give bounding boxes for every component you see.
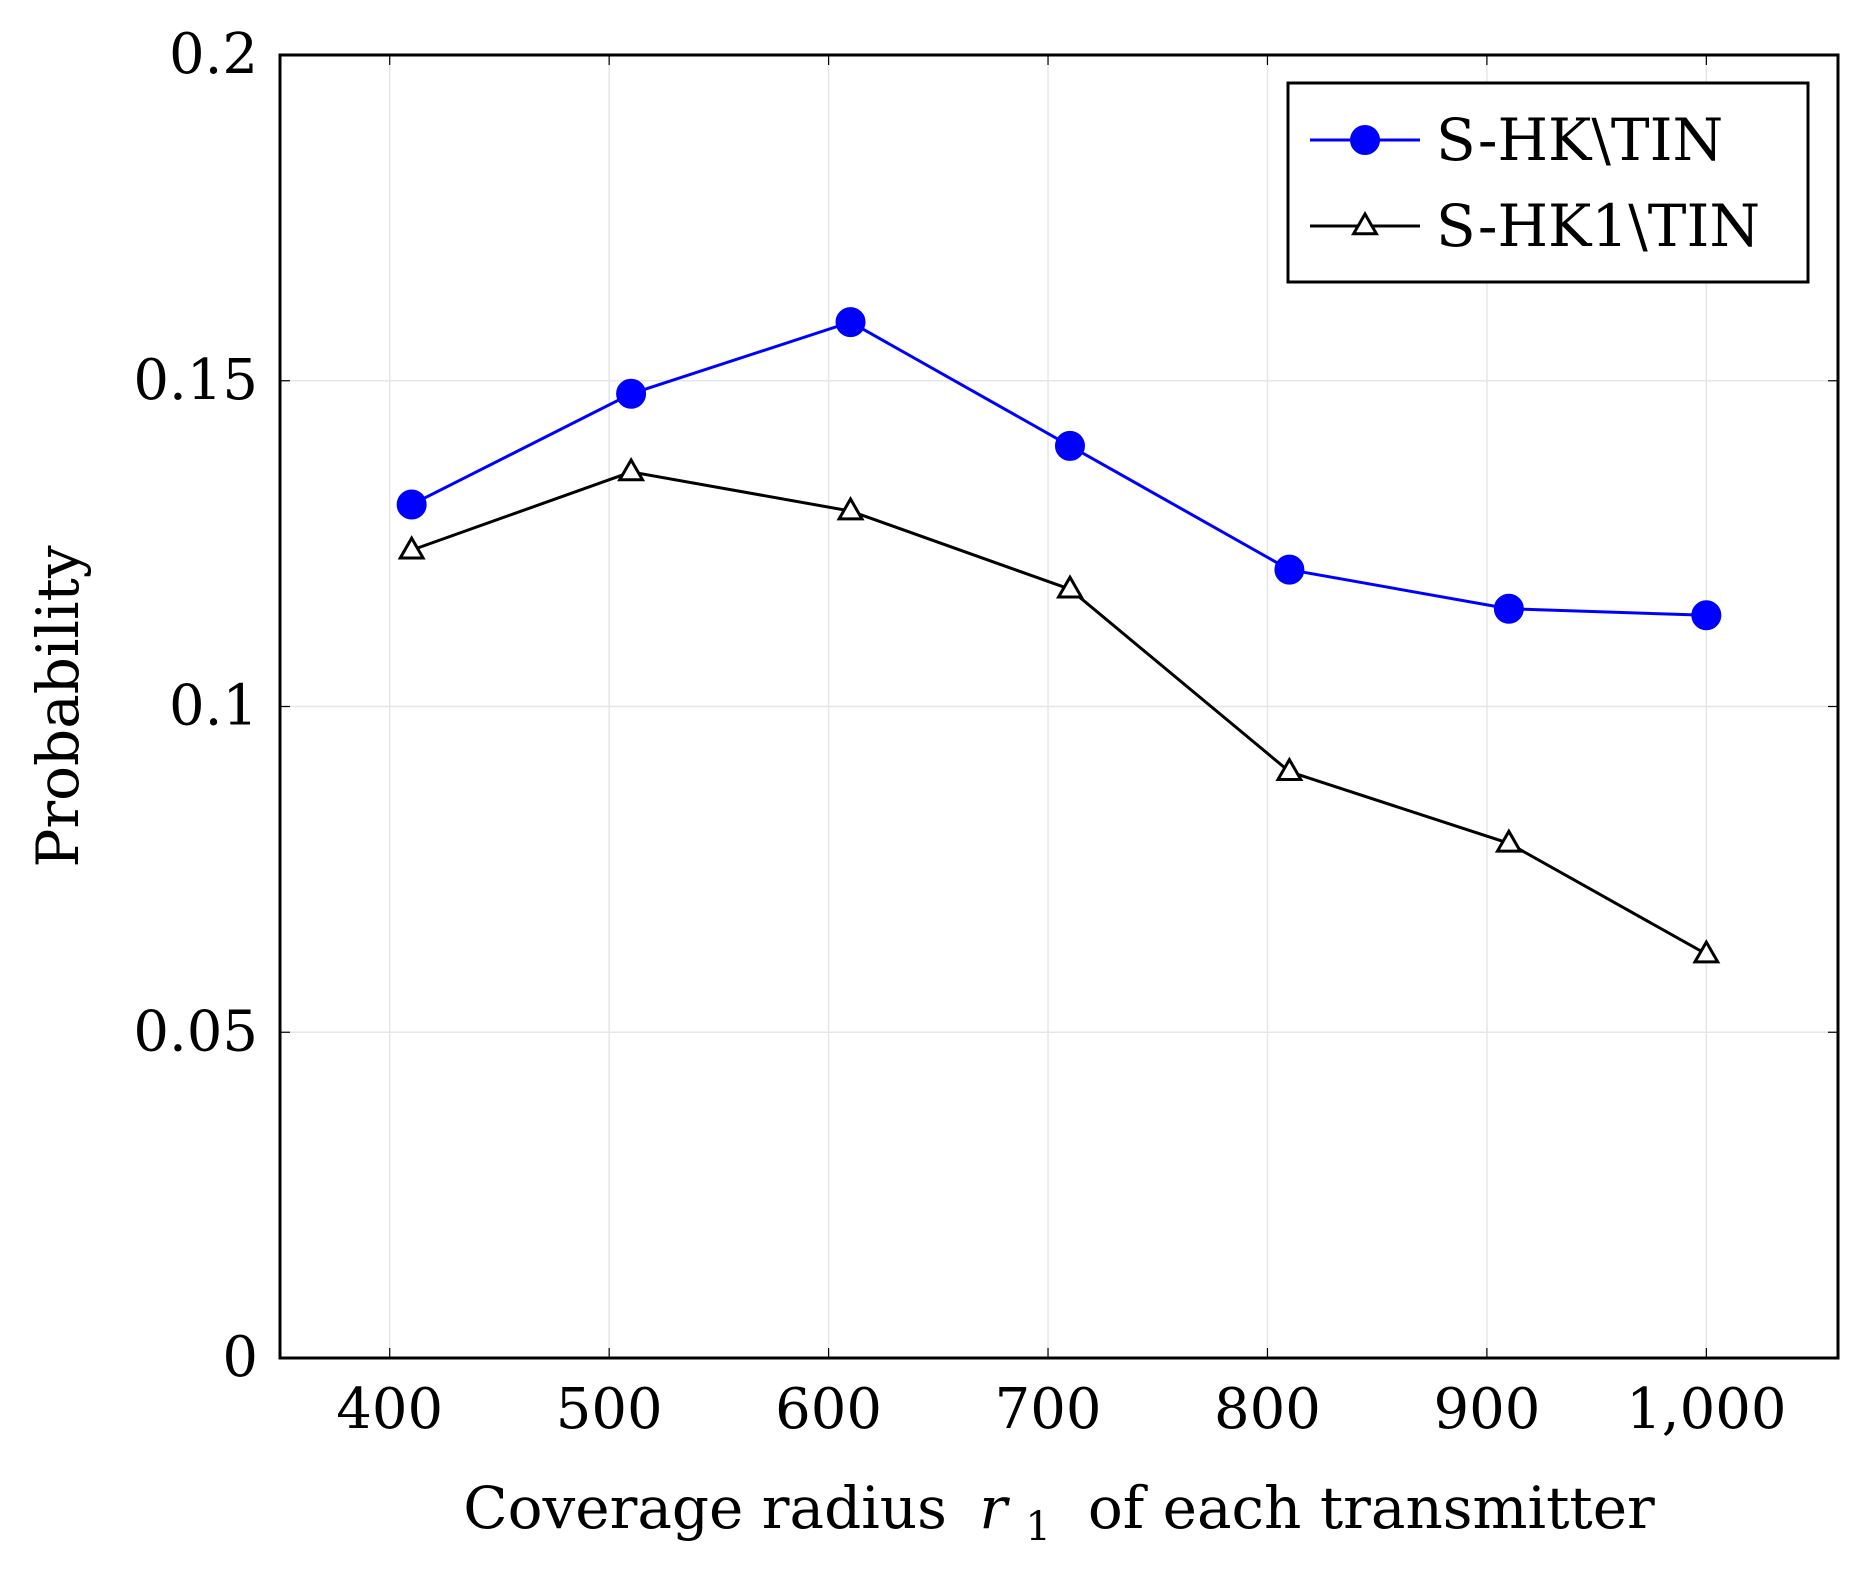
legend-entry-2: S-HK1\TIN	[1310, 192, 1760, 260]
x-axis-title-text: Coverage radius	[463, 1474, 947, 1542]
data-point	[1055, 574, 1084, 599]
x-tick-label: 500	[556, 1377, 663, 1442]
x-tick-label: 700	[995, 1377, 1102, 1442]
x-tick-label: 1,000	[1626, 1377, 1786, 1442]
data-point	[1275, 756, 1304, 781]
x-tick-label: 400	[336, 1377, 443, 1442]
data-point	[1494, 828, 1523, 853]
data-point	[1274, 554, 1305, 585]
x-axis-title-var: r	[979, 1474, 1010, 1542]
series-2	[397, 456, 1721, 964]
plot-frame	[278, 53, 1840, 1360]
x-tick-label: 800	[1214, 1377, 1321, 1442]
series-line	[411, 470, 1708, 956]
y-tick-labels: 0 0.05 0.1 0.15 0.2	[133, 22, 258, 1390]
data-point	[397, 535, 426, 560]
data-point	[396, 489, 427, 520]
y-tick-label: 0.1	[169, 674, 258, 739]
y-tick-label: 0	[222, 1325, 258, 1390]
legend-marker	[1350, 125, 1380, 155]
legend-box	[1286, 81, 1810, 284]
legend-label: S-HK1\TIN	[1436, 192, 1760, 260]
x-axis-title-tail: of each transmitter	[1069, 1474, 1655, 1542]
data-point	[835, 307, 866, 338]
data-point	[1493, 593, 1524, 624]
x-axis-title: Coverage radius r 1 of each transmitter	[463, 1474, 1655, 1554]
series-layer	[396, 307, 1722, 964]
y-tick-label: 0.2	[169, 22, 258, 87]
x-tick-labels: 400 500 600 700 800 900 1,000	[336, 1377, 1786, 1442]
legend-label: S-HK\TIN	[1436, 106, 1723, 174]
x-tick-label: 600	[775, 1377, 882, 1442]
y-tick-label: 0.05	[133, 999, 258, 1064]
data-point	[1691, 600, 1722, 631]
legend-marker	[1351, 210, 1379, 236]
data-point	[617, 456, 646, 482]
legend: S-HK\TIN S-HK1\TIN	[1286, 81, 1810, 284]
series-1	[396, 307, 1722, 631]
y-tick-label: 0.15	[133, 348, 258, 413]
data-point	[616, 378, 647, 409]
axis-ticks	[280, 54, 1838, 1359]
data-point	[836, 496, 865, 521]
y-axis-title: Probability	[24, 545, 92, 867]
x-tick-label: 900	[1433, 1377, 1540, 1442]
data-point	[1692, 939, 1721, 964]
legend-entry-1: S-HK\TIN	[1310, 106, 1723, 174]
x-axis-title-sub: 1	[1026, 1504, 1051, 1550]
data-point	[1054, 430, 1085, 461]
series-line	[410, 320, 1707, 617]
